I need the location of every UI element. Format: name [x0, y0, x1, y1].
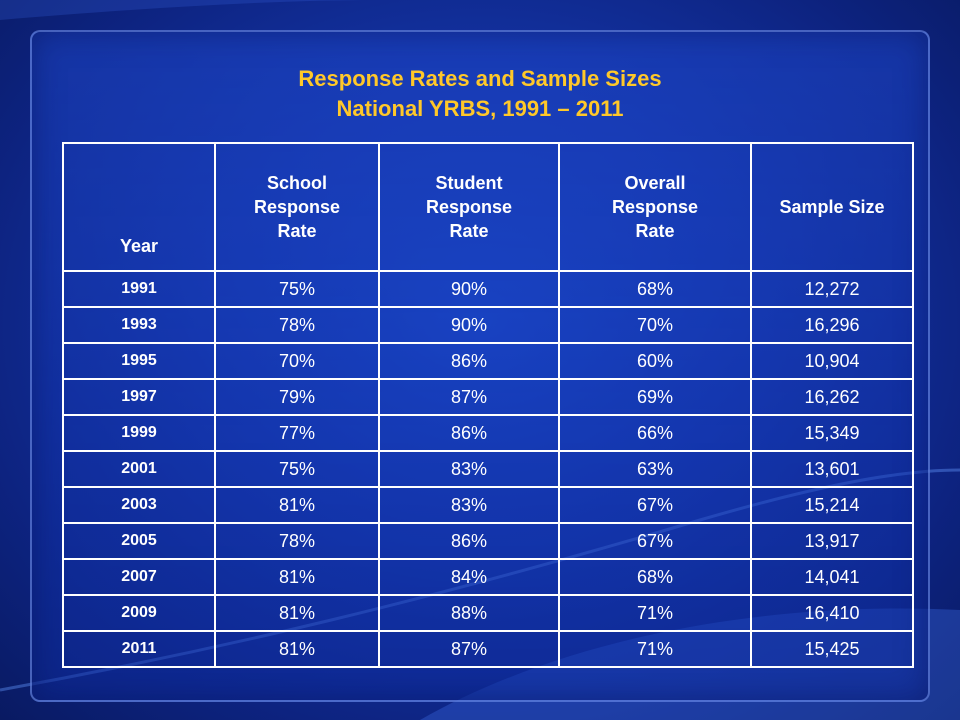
cell-sample-size: 10,904 [750, 342, 914, 380]
cell-sample-size: 16,262 [750, 378, 914, 416]
cell-year: 1999 [62, 414, 216, 452]
table-row: 2005 78% 86% 67% 13,917 [62, 522, 914, 560]
cell-sample-size: 15,214 [750, 486, 914, 524]
cell-overall-response-rate: 71% [558, 594, 752, 632]
cell-sample-size: 14,041 [750, 558, 914, 596]
column-header-label: Year [119, 236, 159, 256]
cell-year: 1997 [62, 378, 216, 416]
cell-school-response-rate: 70% [214, 342, 380, 380]
table-row: 1997 79% 87% 69% 16,262 [62, 378, 914, 416]
cell-overall-response-rate: 70% [558, 306, 752, 344]
cell-overall-response-rate: 68% [558, 270, 752, 308]
table-row: 2009 81% 88% 71% 16,410 [62, 594, 914, 632]
cell-overall-response-rate: 67% [558, 522, 752, 560]
table-row: 2007 81% 84% 68% 14,041 [62, 558, 914, 596]
cell-overall-response-rate: 63% [558, 450, 752, 488]
cell-student-response-rate: 83% [378, 450, 560, 488]
column-header-year: Year [62, 142, 216, 272]
slide-title: Response Rates and Sample Sizes National… [0, 64, 960, 124]
cell-student-response-rate: 86% [378, 414, 560, 452]
cell-student-response-rate: 87% [378, 630, 560, 668]
table-row: 1993 78% 90% 70% 16,296 [62, 306, 914, 344]
cell-sample-size: 16,296 [750, 306, 914, 344]
column-header-student-response-rate: Student Response Rate [378, 142, 560, 272]
table-row: 2003 81% 83% 67% 15,214 [62, 486, 914, 524]
cell-year: 2005 [62, 522, 216, 560]
cell-student-response-rate: 86% [378, 522, 560, 560]
cell-school-response-rate: 78% [214, 306, 380, 344]
cell-overall-response-rate: 69% [558, 378, 752, 416]
cell-school-response-rate: 78% [214, 522, 380, 560]
cell-student-response-rate: 90% [378, 270, 560, 308]
cell-sample-size: 13,917 [750, 522, 914, 560]
column-header-label: Overall Response Rate [611, 173, 699, 241]
cell-overall-response-rate: 67% [558, 486, 752, 524]
column-header-label: Sample Size [779, 197, 885, 217]
column-header-school-response-rate: School Response Rate [214, 142, 380, 272]
column-header-label: Student Response Rate [425, 173, 513, 241]
cell-school-response-rate: 81% [214, 486, 380, 524]
cell-year: 2001 [62, 450, 216, 488]
cell-school-response-rate: 81% [214, 558, 380, 596]
cell-school-response-rate: 75% [214, 450, 380, 488]
table-row: 1991 75% 90% 68% 12,272 [62, 270, 914, 308]
cell-student-response-rate: 84% [378, 558, 560, 596]
cell-school-response-rate: 79% [214, 378, 380, 416]
cell-year: 1995 [62, 342, 216, 380]
cell-student-response-rate: 83% [378, 486, 560, 524]
cell-sample-size: 15,349 [750, 414, 914, 452]
table-row: 1999 77% 86% 66% 15,349 [62, 414, 914, 452]
cell-student-response-rate: 90% [378, 306, 560, 344]
title-line-2: National YRBS, 1991 – 2011 [336, 96, 624, 121]
table-body: 1991 75% 90% 68% 12,272 1993 78% 90% 70% 16,296 19… [62, 270, 914, 668]
column-header-sample-size: Sample Size [750, 142, 914, 272]
cell-year: 2009 [62, 594, 216, 632]
cell-school-response-rate: 81% [214, 594, 380, 632]
cell-school-response-rate: 75% [214, 270, 380, 308]
cell-sample-size: 13,601 [750, 450, 914, 488]
cell-overall-response-rate: 71% [558, 630, 752, 668]
cell-school-response-rate: 81% [214, 630, 380, 668]
column-header-label: School Response Rate [253, 173, 341, 241]
cell-sample-size: 12,272 [750, 270, 914, 308]
cell-overall-response-rate: 60% [558, 342, 752, 380]
cell-year: 1991 [62, 270, 216, 308]
cell-student-response-rate: 86% [378, 342, 560, 380]
table-row: 2011 81% 87% 71% 15,425 [62, 630, 914, 668]
cell-year: 2003 [62, 486, 216, 524]
table-row: 1995 70% 86% 60% 10,904 [62, 342, 914, 380]
title-line-1: Response Rates and Sample Sizes [298, 66, 662, 91]
cell-school-response-rate: 77% [214, 414, 380, 452]
cell-year: 2011 [62, 630, 216, 668]
cell-student-response-rate: 87% [378, 378, 560, 416]
cell-year: 1993 [62, 306, 216, 344]
cell-student-response-rate: 88% [378, 594, 560, 632]
column-header-overall-response-rate: Overall Response Rate [558, 142, 752, 272]
cell-overall-response-rate: 66% [558, 414, 752, 452]
cell-sample-size: 16,410 [750, 594, 914, 632]
table-header-row: Year School Response Rate Student Response… [62, 142, 914, 272]
cell-year: 2007 [62, 558, 216, 596]
cell-overall-response-rate: 68% [558, 558, 752, 596]
table-row: 2001 75% 83% 63% 13,601 [62, 450, 914, 488]
cell-sample-size: 15,425 [750, 630, 914, 668]
response-rates-table: Year School Response Rate Student Response… [62, 142, 914, 668]
